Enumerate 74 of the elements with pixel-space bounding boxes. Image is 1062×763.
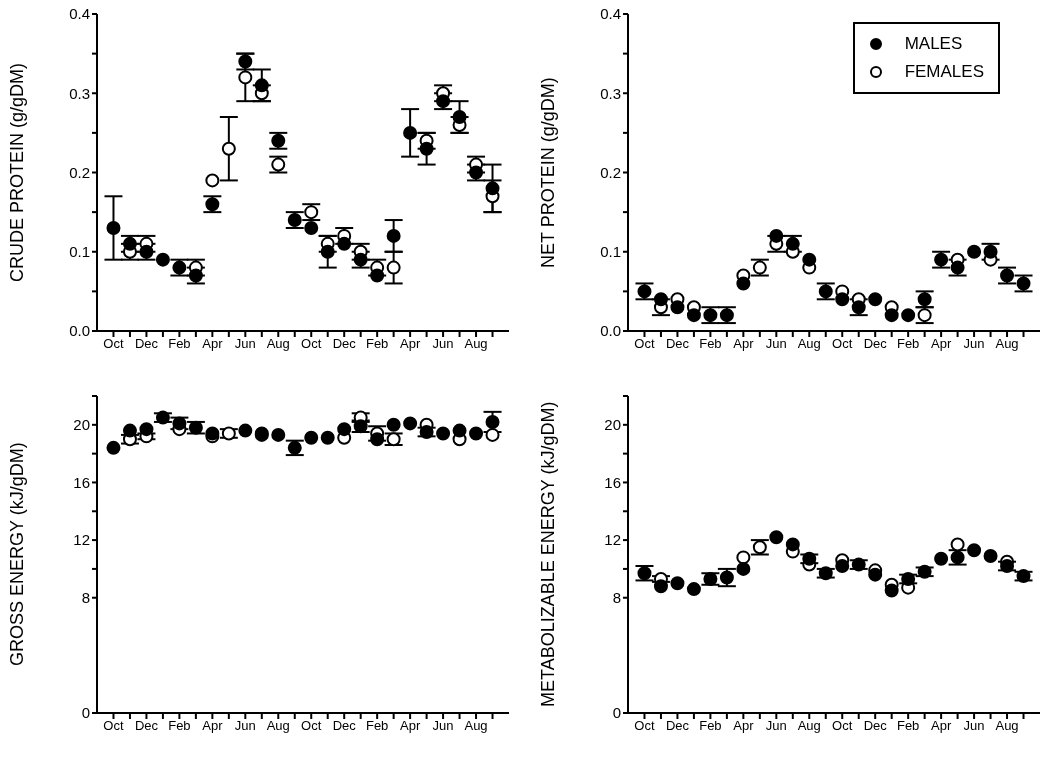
x-tick-label: Oct: [301, 717, 322, 733]
y-tick-label: 16: [73, 473, 90, 491]
y-axis-title: NET PROTEIN (g/gDM): [537, 76, 559, 270]
x-tick-label: Aug: [266, 336, 290, 352]
x-tick-label: Apr: [733, 717, 755, 733]
x-tick-label: Feb: [896, 717, 920, 733]
y-tick-label: 8: [81, 588, 90, 606]
x-tick-label: Apr: [931, 336, 952, 352]
legend-label: FEMALES: [904, 61, 984, 83]
x-tick-label: Aug: [797, 336, 821, 352]
x-tick-label: Jun: [765, 717, 787, 733]
x-tick-label: Oct: [634, 717, 655, 733]
x-tick-label: Apr: [400, 336, 421, 352]
x-tick-label: Feb: [168, 717, 191, 733]
x-tick-label: Dec: [863, 336, 888, 352]
x-tick-label: Feb: [896, 336, 920, 352]
x-tick-label: Aug: [995, 717, 1019, 733]
y-tick-label: 0.4: [69, 5, 90, 23]
x-tick-label: Oct: [832, 717, 853, 733]
x-tick-label: Jun: [234, 336, 256, 352]
x-tick-label: Oct: [103, 336, 124, 352]
x-tick-label: Dec: [332, 717, 357, 733]
x-tick-label: Jun: [432, 717, 454, 733]
x-tick-label: Jun: [765, 336, 787, 352]
y-tick-label: 0.1: [600, 243, 621, 261]
y-tick-label: 0.4: [600, 5, 621, 23]
y-axis-title: METABOLIZABLE ENERGY (kJ/gDM): [537, 400, 559, 709]
y-tick-label: 0.3: [69, 84, 90, 102]
x-tick-label: Aug: [266, 717, 290, 733]
y-tick-label: 0: [612, 703, 621, 721]
y-tick-label: 0.2: [600, 163, 621, 181]
y-tick-label: 0.1: [69, 243, 90, 261]
x-tick-label: Dec: [863, 717, 888, 733]
legend-label: MALES: [904, 33, 963, 55]
y-tick-label: 12: [604, 530, 621, 548]
x-tick-label: Oct: [301, 336, 322, 352]
y-tick-label: 8: [612, 588, 621, 606]
y-tick-label: 0.0: [69, 322, 90, 340]
x-tick-label: Dec: [665, 717, 690, 733]
y-tick-label: 12: [73, 530, 90, 548]
x-tick-label: Oct: [103, 717, 124, 733]
x-tick-label: Dec: [665, 336, 690, 352]
x-tick-label: Aug: [995, 336, 1019, 352]
y-axis-title: CRUDE PROTEIN (g/gDM): [6, 62, 28, 284]
x-tick-label: Aug: [464, 717, 488, 733]
y-tick-label: 20: [604, 415, 621, 433]
x-tick-label: Oct: [634, 336, 655, 352]
x-tick-label: Jun: [432, 336, 454, 352]
x-tick-label: Apr: [202, 336, 224, 352]
x-tick-label: Apr: [400, 717, 421, 733]
x-tick-label: Apr: [931, 717, 952, 733]
x-tick-label: Feb: [365, 336, 389, 352]
x-tick-label: Dec: [134, 717, 159, 733]
x-tick-label: Feb: [699, 336, 722, 352]
y-axis-title: GROSS ENERGY (kJ/gDM): [6, 441, 28, 668]
x-tick-label: Oct: [832, 336, 853, 352]
x-tick-label: Aug: [464, 336, 488, 352]
x-tick-label: Apr: [733, 336, 755, 352]
x-tick-label: Aug: [797, 717, 821, 733]
y-tick-label: 0.0: [600, 322, 621, 340]
x-tick-label: Feb: [365, 717, 389, 733]
x-tick-label: Jun: [963, 336, 985, 352]
x-tick-label: Feb: [699, 717, 722, 733]
y-tick-label: 0.3: [600, 84, 621, 102]
y-tick-label: 0: [81, 703, 90, 721]
x-tick-label: Feb: [168, 336, 191, 352]
y-tick-label: 16: [604, 473, 621, 491]
x-tick-label: Dec: [332, 336, 357, 352]
y-tick-label: 20: [73, 415, 90, 433]
y-tick-label: 0.2: [69, 163, 90, 181]
x-tick-label: Jun: [963, 717, 985, 733]
x-tick-label: Jun: [234, 717, 256, 733]
x-tick-label: Apr: [202, 717, 224, 733]
x-tick-label: Dec: [134, 336, 159, 352]
